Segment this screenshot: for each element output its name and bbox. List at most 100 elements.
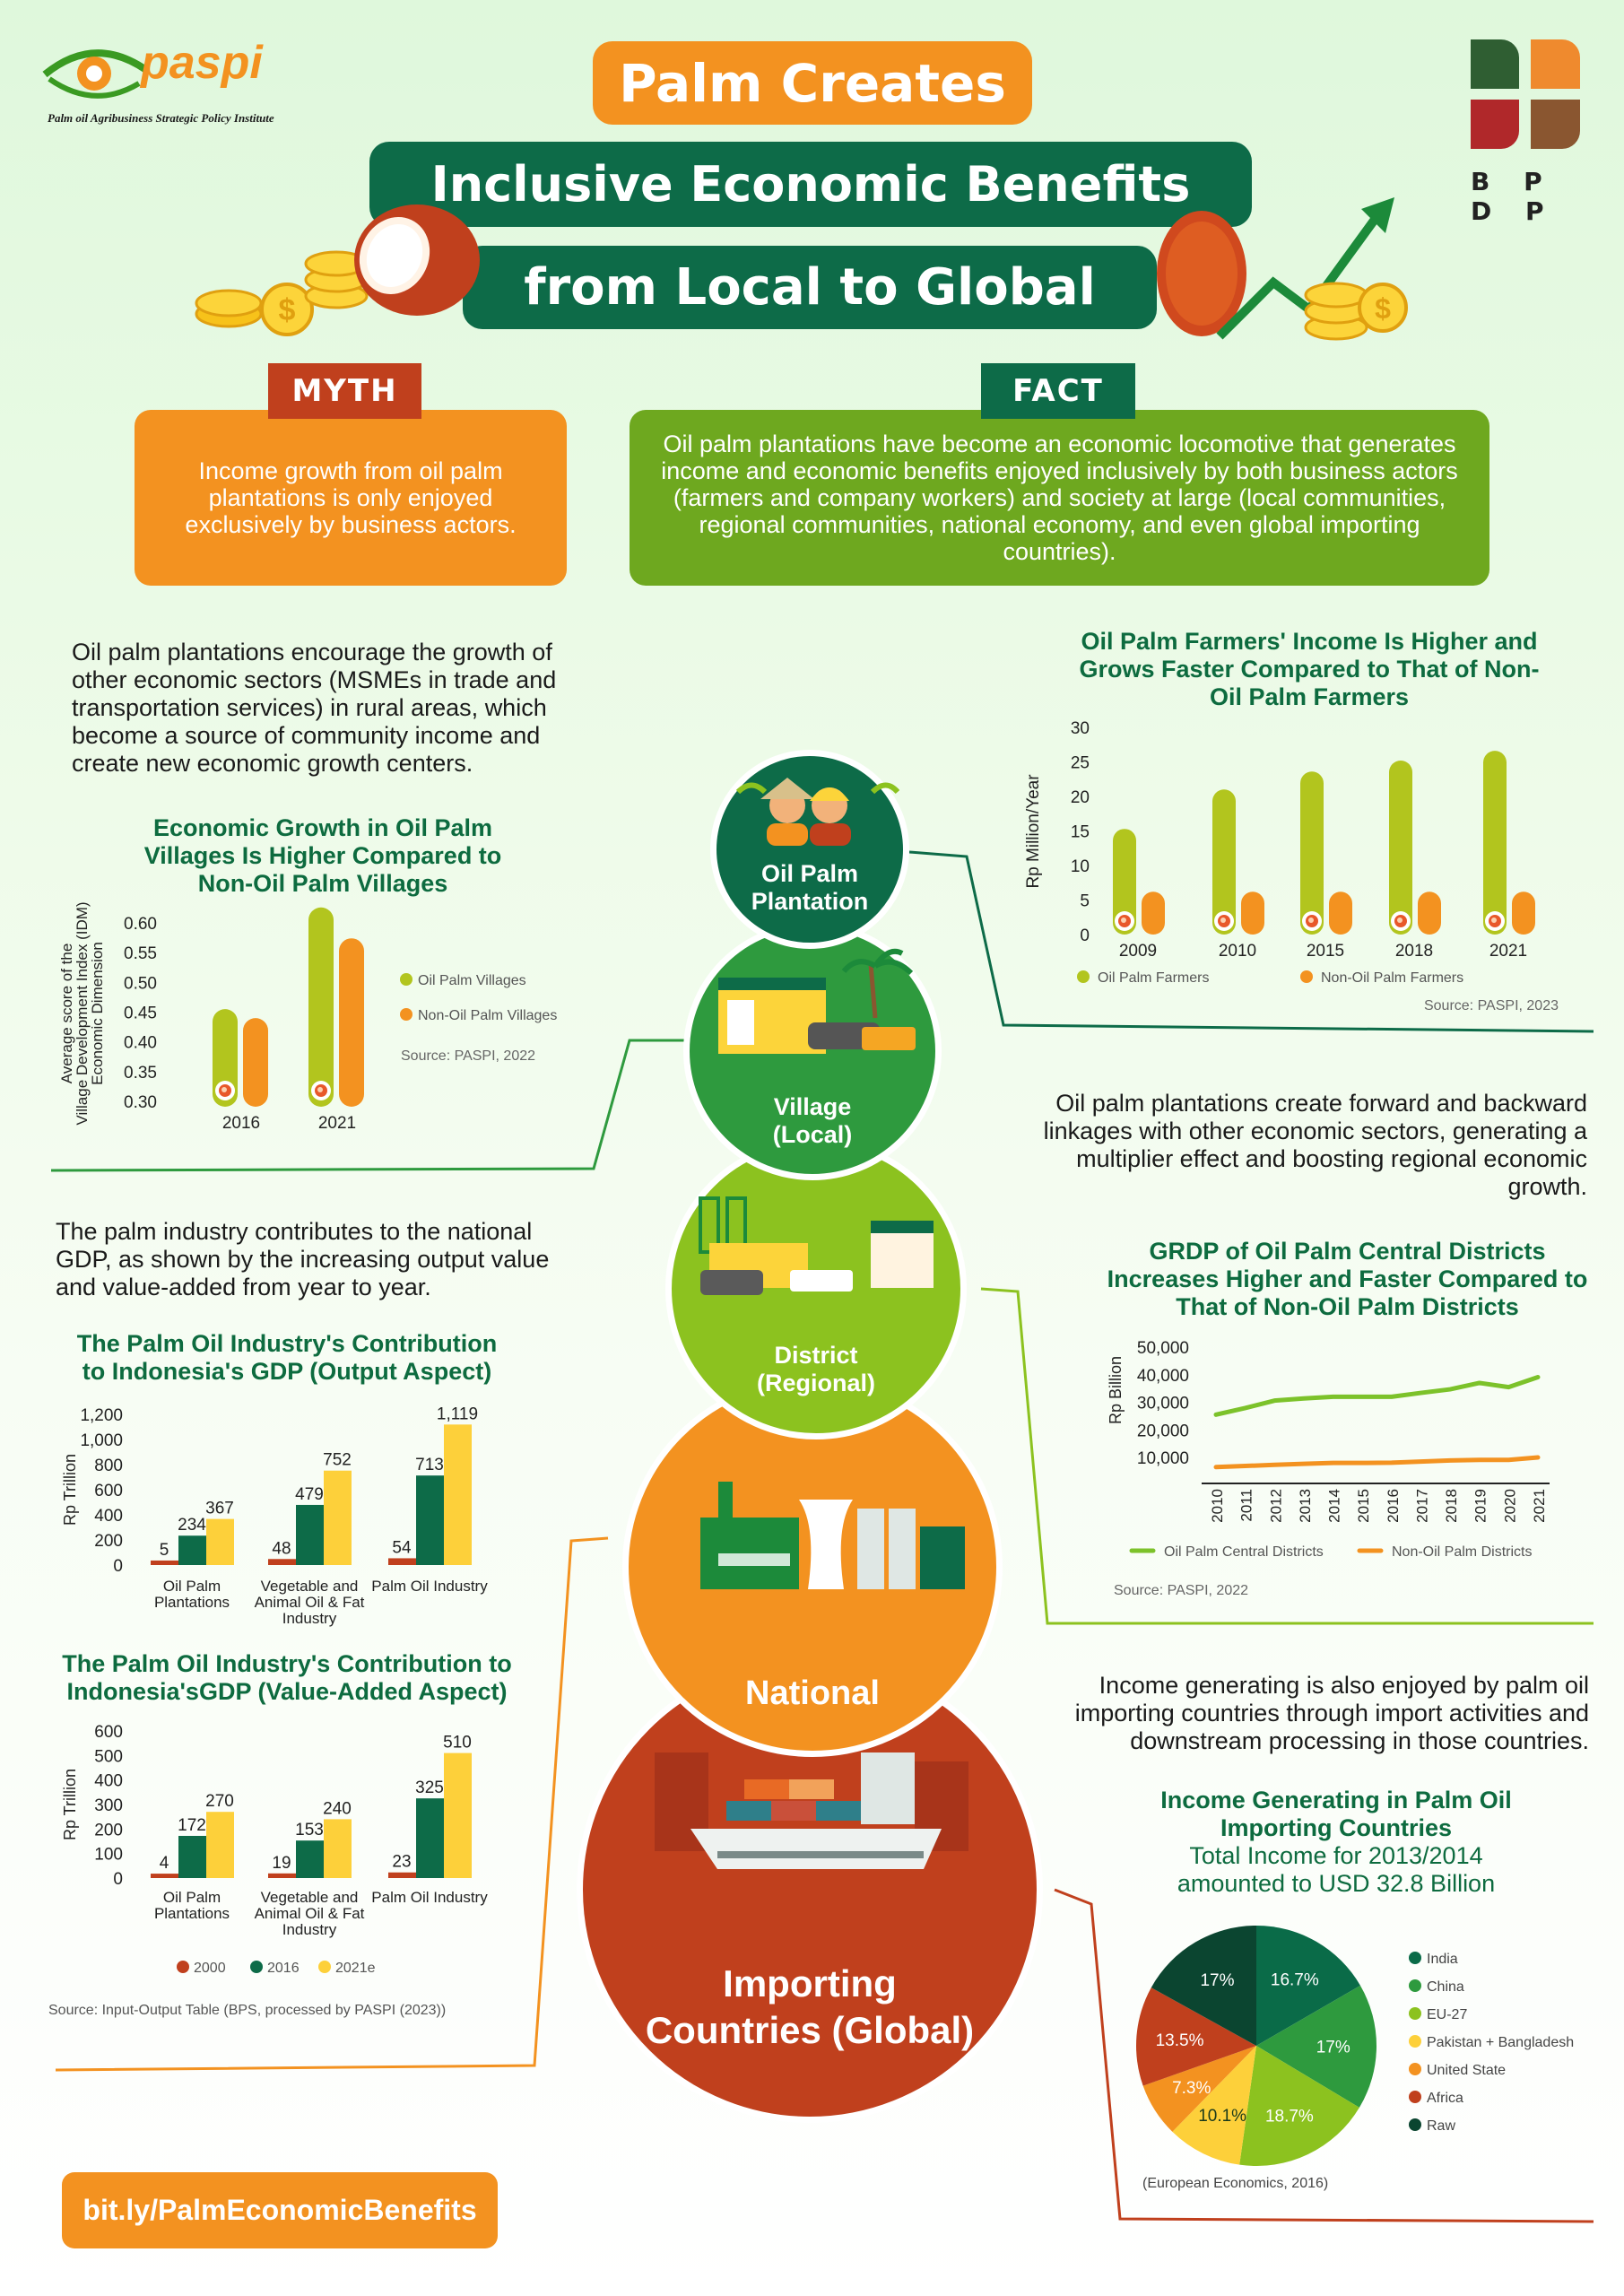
footer-link-button[interactable]: bit.ly/PalmEconomicBenefits — [62, 2172, 498, 2248]
pie-data-label: 18.7% — [1265, 2107, 1314, 2126]
bar-2000 — [388, 1872, 416, 1878]
bar-2021e — [324, 1819, 352, 1878]
legend-label: Raw — [1427, 2118, 1455, 2134]
legend-dot — [1409, 2063, 1421, 2075]
x-tick-label: 2016 — [1385, 1489, 1402, 1523]
legend-dot — [400, 973, 413, 986]
x-category-label: Palm Oil Industry — [371, 1578, 488, 1595]
x-tick-label: 2010 — [1219, 942, 1256, 961]
x-category-label: Plantations — [154, 1905, 230, 1922]
chart-village-idm: 0.30 0.35 0.40 0.45 0.50 0.55 0.60 Average scor… — [58, 901, 557, 1133]
bar-2016 — [416, 1798, 444, 1878]
svg-text:$: $ — [1375, 292, 1391, 325]
grdp-chart-title: GRDP of Oil Palm Central Districts Incre… — [1107, 1238, 1588, 1320]
data-label: 240 — [323, 1799, 352, 1818]
y-tick-label: 100 — [94, 1846, 123, 1865]
data-label: 4 — [160, 1854, 169, 1873]
farmers-chart-title: Oil Palm Farmers' Income Is Higher and G… — [1079, 628, 1540, 710]
series-line-non-oil-palm-districts — [1213, 1455, 1541, 1470]
y-tick-label: 0.45 — [124, 1004, 157, 1023]
gdp-va-chart-title: The Palm Oil Industry's Contribution to … — [62, 1650, 512, 1705]
bar-non-oil-palm-farmers — [1329, 891, 1352, 935]
bar-2000 — [268, 1559, 296, 1565]
coins-and-palm-fruit-illustration: $ — [195, 204, 480, 336]
y-tick-label: 20,000 — [1137, 1422, 1189, 1440]
level-village: Village (Local) — [683, 922, 942, 1180]
factory-refinery-icon — [700, 1482, 965, 1589]
port-ship-containers-icon — [655, 1752, 968, 1869]
bar-2000 — [151, 1874, 178, 1878]
village-shop-icon — [718, 948, 916, 1054]
x-tick-label: 2017 — [1413, 1489, 1430, 1523]
y-axis-label: Rp Billion — [1107, 1356, 1125, 1424]
legend-dot — [1409, 1952, 1421, 1964]
pie-slice-united-state — [1142, 2046, 1256, 2132]
legend-label: Oil Palm Farmers — [1098, 970, 1209, 986]
palm-fruit-icon-highlight — [1121, 918, 1126, 923]
data-label: 48 — [272, 1539, 291, 1558]
paspi-logo-text: paspi — [141, 37, 263, 89]
level-national: National — [622, 1377, 1003, 1757]
y-axis-label: Village Development Index (IDM) — [74, 901, 91, 1125]
legend-dot — [1077, 970, 1090, 983]
level-oil-palm-plantation: Oil Palm Plantation — [710, 750, 909, 949]
y-tick-label: 0 — [113, 1870, 123, 1889]
footer-link-text[interactable]: bit.ly/PalmEconomicBenefits — [83, 2194, 477, 2226]
legend-label: India — [1427, 1952, 1458, 1967]
pie-data-label: 17% — [1200, 1971, 1234, 1990]
x-category-label: Animal Oil & Fat — [255, 1905, 365, 1922]
data-label: 479 — [295, 1485, 324, 1504]
x-category-label: Industry — [282, 1921, 337, 1938]
bpdp-logo-text: B P D P — [1471, 167, 1557, 226]
y-tick-label: 400 — [94, 1772, 123, 1791]
data-label: 367 — [205, 1500, 234, 1518]
bar-non-oil-palm-villages — [243, 1018, 268, 1107]
legend-label: United State — [1427, 2063, 1506, 2078]
title-line-3: from Local to Global — [463, 246, 1157, 329]
y-tick-label: 15 — [1071, 823, 1090, 842]
x-tick-label: 2010 — [1209, 1489, 1226, 1523]
data-label: 172 — [178, 1816, 206, 1835]
svg-text:$: $ — [279, 293, 296, 327]
legend-dot — [318, 1961, 331, 1973]
y-tick-label: 600 — [94, 1723, 123, 1742]
level-district: District (Regional) — [665, 1138, 967, 1439]
x-tick-label: 2020 — [1501, 1489, 1518, 1523]
x-category-label: Vegetable and — [261, 1889, 359, 1906]
level-label-district: District (Regional) — [757, 1342, 875, 1396]
myth-box: Income growth from oil palm plantations … — [135, 410, 567, 586]
chart-source: Source: PASPI, 2022 — [1114, 1583, 1248, 1598]
legend-dot — [1409, 1979, 1421, 1992]
x-tick-label: 2011 — [1238, 1489, 1255, 1522]
palm-fruit-icon-highlight — [1308, 918, 1314, 923]
x-category-label: Plantations — [154, 1594, 230, 1611]
pie-slice-eu-27 — [1239, 2046, 1359, 2166]
legend-dot — [1409, 2118, 1421, 2131]
data-label: 54 — [392, 1538, 412, 1557]
pie-chart-title: Income Generating in Palm Oil Importing … — [1160, 1787, 1512, 1841]
y-axis-label: Rp Million/Year — [1024, 774, 1043, 889]
data-label: 325 — [415, 1779, 444, 1797]
bar-2000 — [151, 1560, 178, 1565]
y-axis-label: Economic Dimension — [89, 942, 106, 1085]
y-tick-label: 20 — [1071, 788, 1090, 807]
palm-fruit-icon-highlight — [1491, 918, 1497, 923]
x-category-label: Palm Oil Industry — [371, 1889, 488, 1906]
district-description: Oil palm plantations create forward and … — [1043, 1090, 1587, 1200]
bar-2016 — [416, 1475, 444, 1565]
y-tick-label: 1,000 — [80, 1431, 123, 1450]
paspi-logo-subtitle: Palm oil Agribusiness Strategic Policy I… — [48, 111, 274, 125]
bar-non-oil-palm-farmers — [1418, 891, 1441, 935]
y-tick-label: 0.50 — [124, 974, 157, 993]
fact-box: Oil palm plantations have become an econ… — [630, 410, 1489, 586]
chart-farmers-income: 0 5 10 15 20 25 30 Rp Million/Year 2009 2010 2015 2… — [1024, 719, 1559, 1013]
chart-grdp-districts: 10,000 20,000 30,000 40,000 50,000 Rp Billion… — [1107, 1339, 1550, 1598]
y-tick-label: 10 — [1071, 857, 1090, 876]
paspi-eye-icon — [42, 49, 148, 99]
pie-data-label: 7.3% — [1172, 2079, 1211, 2098]
idm-chart-title: Economic Growth in Oil Palm Villages Is … — [143, 814, 502, 897]
pie-data-label: 16.7% — [1271, 1971, 1319, 1990]
y-tick-label: 1,200 — [80, 1406, 123, 1425]
palm-fruit-icon-highlight — [221, 1087, 227, 1092]
